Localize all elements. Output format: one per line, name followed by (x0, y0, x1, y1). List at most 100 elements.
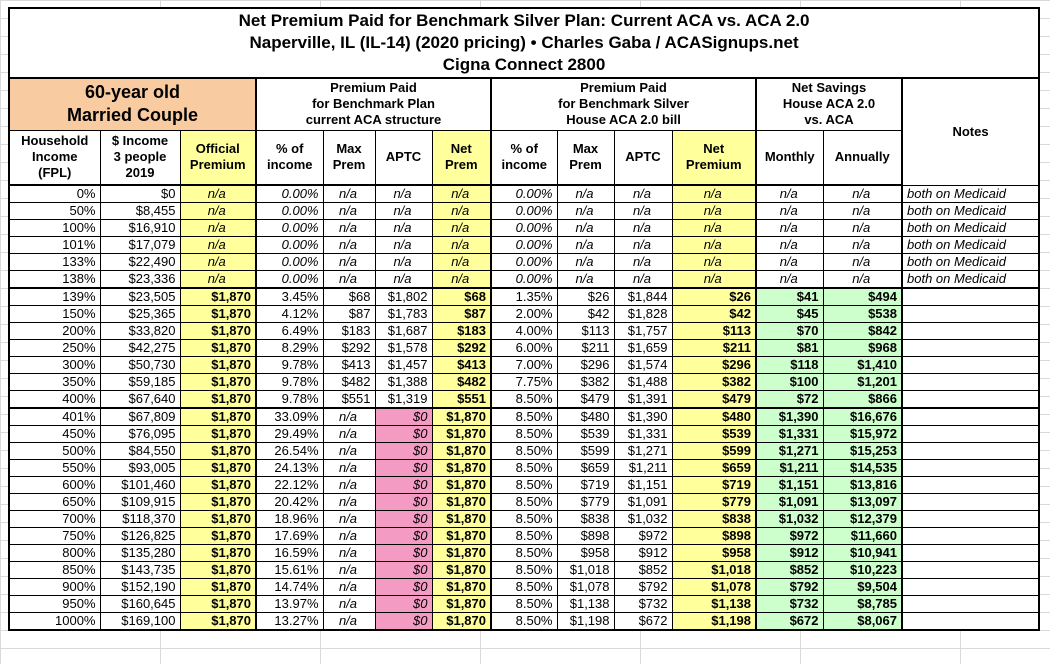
cell-official_premium: n/a (179, 202, 257, 220)
cell-aca_net_prem: $183 (431, 322, 492, 340)
cell-fpl: 350% (8, 373, 101, 391)
cell-official_premium: $1,870 (179, 578, 257, 596)
cell-aca_aptc: n/a (374, 253, 433, 271)
cell-aca2_max_prem: n/a (556, 236, 615, 254)
cell-aca_pct_income: 6.49% (255, 322, 324, 340)
cell-savings_monthly: n/a (755, 236, 824, 254)
cell-aca_aptc: $0 (374, 476, 433, 494)
cell-official_premium: n/a (179, 236, 257, 254)
cell-aca2_net_premium: n/a (671, 253, 757, 271)
cell-savings_annually: $1,201 (822, 373, 903, 391)
cell-aca_pct_income: 9.78% (255, 390, 324, 409)
cell-aca2_net_premium: $382 (671, 373, 757, 391)
cell-aca2_pct_income: 8.50% (490, 476, 558, 494)
cell-savings_annually: $13,097 (822, 493, 903, 511)
cell-aca_pct_income: 9.78% (255, 373, 324, 391)
cell-aca_pct_income: 33.09% (255, 407, 324, 426)
table-row: 139% $23,505 $1,870 3.45% $68 $1,802 $68 1.35% $… (8, 287, 1040, 306)
column-header-aca-pct-income: % of income (255, 129, 324, 186)
cell-aca2_net_premium: $898 (671, 527, 757, 545)
cell-income: $109,915 (99, 493, 181, 511)
table-row: 200% $33,820 $1,870 6.49% $183 $1,687 $183 4.00… (8, 322, 1040, 340)
cell-aca2_max_prem: n/a (556, 202, 615, 220)
cell-aca2_max_prem: $898 (556, 527, 615, 545)
cell-fpl: 0% (8, 184, 101, 203)
cell-savings_annually: n/a (822, 236, 903, 254)
cell-aca2_net_premium: n/a (671, 236, 757, 254)
cell-aca_max_prem: n/a (322, 202, 376, 220)
cell-aca2_max_prem: $779 (556, 493, 615, 511)
column-header-aca2-net-premium: Net Premium (671, 129, 757, 186)
column-header-aca2-aptc: APTC (613, 129, 673, 186)
cell-income: $101,460 (99, 476, 181, 494)
cell-savings_annually: $11,660 (822, 527, 903, 545)
cell-aca2_max_prem: $958 (556, 544, 615, 562)
cell-official_premium: n/a (179, 270, 257, 289)
cell-aca2_aptc: $912 (613, 544, 673, 562)
title-row: Net Premium Paid for Benchmark Silver Pl… (8, 7, 1040, 79)
cell-official_premium: $1,870 (179, 459, 257, 477)
cell-income: $143,735 (99, 561, 181, 579)
table-row: 101% $17,079 n/a 0.00% n/a n/a n/a 0.00% n/a n/a n… (8, 236, 1040, 254)
cell-aca_pct_income: 22.12% (255, 476, 324, 494)
cell-income: $93,005 (99, 459, 181, 477)
cell-fpl: 100% (8, 219, 101, 237)
cell-income: $169,100 (99, 612, 181, 631)
cell-fpl: 900% (8, 578, 101, 596)
cell-official_premium: $1,870 (179, 561, 257, 579)
cell-aca_pct_income: 13.27% (255, 612, 324, 631)
cell-aca_net_prem: $1,870 (431, 510, 492, 528)
cell-aca2_pct_income: 0.00% (490, 236, 558, 254)
cell-fpl: 700% (8, 510, 101, 528)
cell-aca_aptc: $0 (374, 561, 433, 579)
cell-aca_aptc: $0 (374, 544, 433, 562)
table-row: 950% $160,645 $1,870 13.97% n/a $0 $1,870 8.50%… (8, 595, 1040, 613)
cell-aca2_pct_income: 2.00% (490, 305, 558, 323)
cell-aca2_pct_income: 7.00% (490, 356, 558, 374)
cell-aca2_aptc: $1,390 (613, 407, 673, 426)
table-row: 800% $135,280 $1,870 16.59% n/a $0 $1,870 8.50%… (8, 544, 1040, 562)
cell-aca_aptc: $0 (374, 425, 433, 443)
cell-fpl: 250% (8, 339, 101, 357)
cell-aca_max_prem: n/a (322, 459, 376, 477)
cell-aca2_pct_income: 8.50% (490, 407, 558, 426)
cell-notes (900, 373, 1040, 391)
cell-aca_net_prem: n/a (431, 270, 492, 289)
column-header-notes: Notes (900, 77, 1040, 186)
cell-savings_monthly: $41 (755, 287, 824, 306)
cell-aca2_pct_income: 8.50% (490, 390, 558, 409)
cell-savings_monthly: $852 (755, 561, 824, 579)
cell-income: $118,370 (99, 510, 181, 528)
cell-fpl: 150% (8, 305, 101, 323)
cell-notes (900, 459, 1040, 477)
cell-aca_aptc: $1,783 (374, 305, 433, 323)
cell-aca_pct_income: 26.54% (255, 442, 324, 460)
cell-aca2_net_premium: $539 (671, 425, 757, 443)
cell-savings_monthly: $1,211 (755, 459, 824, 477)
cell-savings_annually: $16,676 (822, 407, 903, 426)
cell-aca_aptc: n/a (374, 184, 433, 203)
cell-aca_max_prem: n/a (322, 425, 376, 443)
cell-aca_aptc: $0 (374, 527, 433, 545)
cell-income: $42,275 (99, 339, 181, 357)
cell-savings_monthly: $1,032 (755, 510, 824, 528)
cell-income: $160,645 (99, 595, 181, 613)
cell-aca2_aptc: $1,151 (613, 476, 673, 494)
cell-savings_monthly: $1,390 (755, 407, 824, 426)
cell-fpl: 500% (8, 442, 101, 460)
cell-savings_monthly: $672 (755, 612, 824, 631)
cell-aca_net_prem: $1,870 (431, 612, 492, 631)
cell-aca2_pct_income: 8.50% (490, 442, 558, 460)
cell-aca2_pct_income: 8.50% (490, 493, 558, 511)
cell-savings_annually: $1,410 (822, 356, 903, 374)
cell-aca2_net_premium: $719 (671, 476, 757, 494)
group-header-aca2: Premium Paid for Benchmark Silver House … (490, 77, 757, 131)
cell-savings_annually: $968 (822, 339, 903, 357)
cell-aca2_net_premium: $779 (671, 493, 757, 511)
cell-savings_annually: n/a (822, 270, 903, 289)
cell-aca_max_prem: $551 (322, 390, 376, 409)
cell-aca2_pct_income: 8.50% (490, 612, 558, 631)
cell-aca_aptc: $1,687 (374, 322, 433, 340)
cell-fpl: 133% (8, 253, 101, 271)
cell-income: $84,550 (99, 442, 181, 460)
